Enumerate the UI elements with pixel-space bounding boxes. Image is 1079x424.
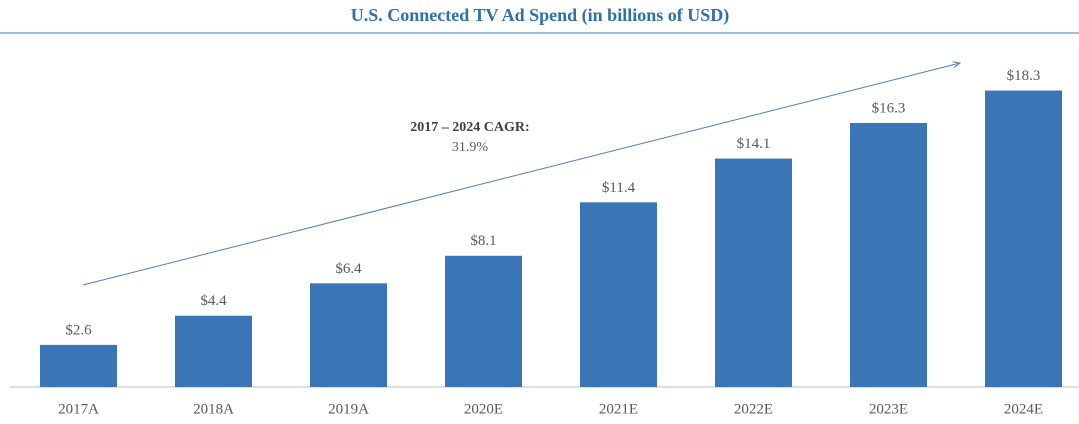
chart-title: U.S. Connected TV Ad Spend (in billions …	[351, 5, 729, 26]
bar	[580, 202, 657, 387]
x-tick-label: 2017A	[58, 401, 99, 417]
x-tick-label: 2021E	[599, 401, 638, 417]
x-tick-label: 2023E	[869, 401, 908, 417]
value-label: $8.1	[470, 233, 496, 249]
cagr-arrow	[82, 63, 960, 286]
value-label: $11.4	[602, 180, 636, 196]
x-tick-label: 2024E	[1004, 401, 1043, 417]
bar	[175, 315, 252, 387]
bar	[445, 255, 522, 387]
value-label: $18.3	[1007, 68, 1041, 84]
x-tick-label: 2018A	[193, 401, 234, 417]
bar	[715, 158, 792, 387]
bar	[40, 344, 117, 387]
annotation: 31.9%	[452, 140, 489, 155]
value-label: $14.1	[737, 136, 771, 152]
value-label: $4.4	[200, 293, 227, 309]
x-tick-label: 2022E	[734, 401, 773, 417]
bar	[310, 283, 387, 387]
value-label: $16.3	[872, 100, 906, 116]
bar	[985, 90, 1062, 387]
value-label: $6.4	[335, 261, 362, 277]
x-tick-label: 2019A	[328, 401, 369, 417]
value-label: $2.6	[65, 322, 92, 338]
annotation: 2017 – 2024 CAGR:	[410, 120, 529, 135]
x-tick-label: 2020E	[464, 401, 503, 417]
bar	[850, 122, 927, 387]
